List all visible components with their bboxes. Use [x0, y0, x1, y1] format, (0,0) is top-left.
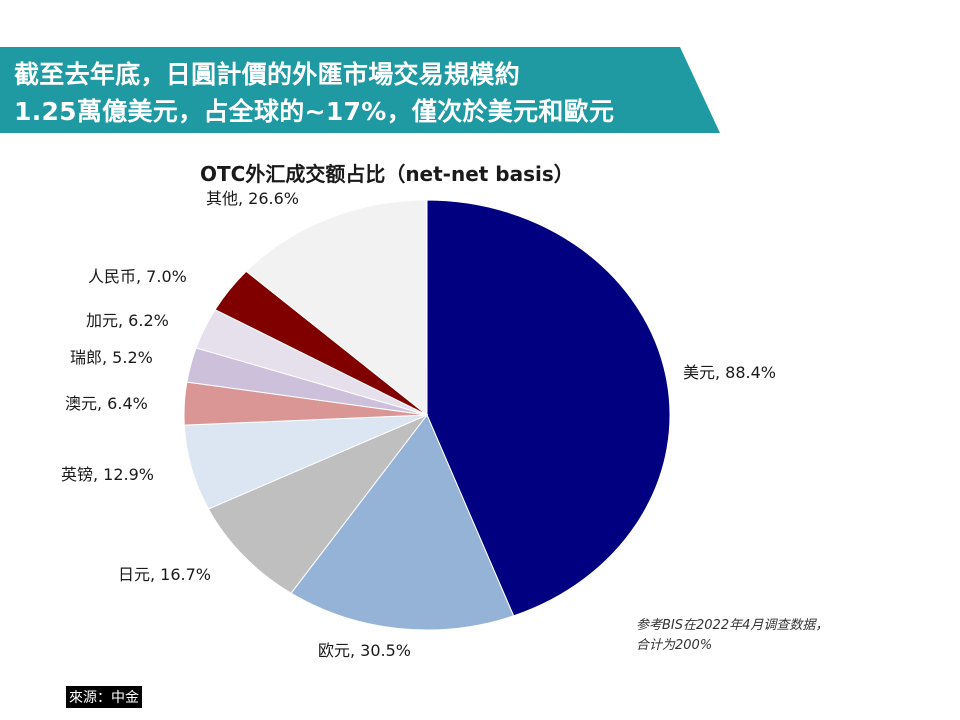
banner-title-line-1: 截至去年底，日圓計價的外匯市場交易規模約	[14, 60, 521, 89]
slice-label: 其他, 26.6%	[206, 189, 299, 208]
chart-title: OTC外汇成交额占比（net-net basis）	[200, 162, 574, 186]
slice-label: 日元, 16.7%	[118, 565, 211, 584]
source-label: 來源：中金	[66, 686, 142, 708]
slice-label: 英镑, 12.9%	[61, 465, 154, 484]
slice-label: 瑞郎, 5.2%	[70, 348, 153, 367]
slice-label: 人民币, 7.0%	[88, 267, 187, 286]
slice-label: 加元, 6.2%	[86, 311, 169, 330]
data-note-line-1: 参考BIS在2022年4月调查数据，	[636, 618, 829, 633]
data-note-line-2: 合计为200%	[636, 638, 713, 653]
pie-slice	[245, 199, 428, 417]
pie-slice	[426, 199, 671, 617]
pie-slice	[290, 414, 515, 631]
title-banner: 截至去年底，日圓計價的外匯市場交易規模約 1.25萬億美元，占全球的~17%，僅…	[0, 47, 720, 133]
data-note: 参考BIS在2022年4月调查数据， 合计为200%	[636, 616, 828, 656]
slice-label: 欧元, 30.5%	[318, 641, 411, 660]
pie-slice	[207, 413, 429, 594]
slice-label: 美元, 88.4%	[683, 363, 776, 382]
banner-title-line-2: 1.25萬億美元，占全球的~17%，僅次於美元和歐元	[14, 97, 615, 126]
slice-label: 澳元, 6.4%	[65, 394, 148, 413]
